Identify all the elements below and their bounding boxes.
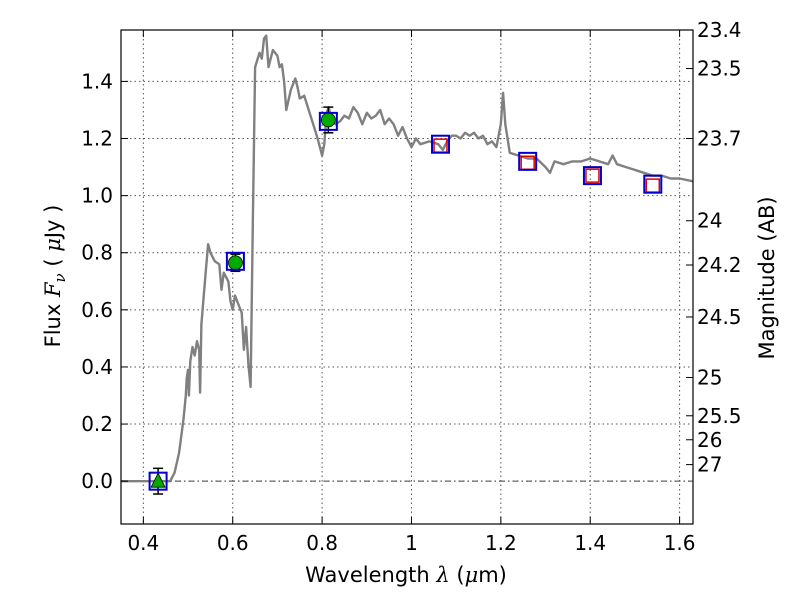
plot-frame	[120, 29, 694, 525]
observed-open-square	[585, 168, 600, 183]
x-tick-label: 0.4	[127, 531, 159, 555]
magnitude-tick-label: 24.5	[697, 305, 742, 329]
model-spectrum-line	[121, 34, 694, 483]
model-photometry-box	[518, 151, 538, 171]
magnitude-tick-label: 25	[697, 366, 722, 390]
y-axis-label: Flux Fν ( μJy )	[41, 205, 69, 348]
y-tick-label: 0.6	[81, 298, 113, 322]
x-axis-label: Wavelength λ (μm)	[305, 563, 507, 587]
model-photometry-box	[148, 471, 168, 491]
model-photometry-box	[431, 134, 451, 154]
magnitude-tick-label: 24	[697, 209, 722, 233]
model-photometry-box	[643, 174, 663, 194]
x-tick-label: 0.6	[217, 531, 249, 555]
model-photometry-box	[318, 111, 338, 131]
observed-open-square	[645, 178, 661, 193]
magnitude-tick-label: 26	[697, 428, 722, 452]
y-tick-label: 0.8	[81, 241, 113, 265]
model-photometry-box	[225, 251, 245, 271]
x-tick-label: 1.6	[664, 531, 696, 555]
detection-point	[227, 255, 243, 271]
grid-lines	[121, 30, 693, 524]
x-tick-label: 1.2	[485, 531, 517, 555]
upper-limit-point	[150, 472, 166, 488]
magnitude-tick-label: 24.2	[697, 253, 742, 277]
y-tick-label: 1.4	[81, 69, 113, 93]
spectrum-layer	[121, 34, 694, 483]
magnitude-tick-label: 25.5	[697, 404, 742, 428]
magnitude-tick-label: 23.7	[697, 127, 742, 151]
y-tick-label: 0.4	[81, 355, 113, 379]
y-tick-label: 1.0	[81, 184, 113, 208]
y-tick-label: 0.0	[81, 469, 113, 493]
magnitude-tick-label: 23.5	[697, 57, 742, 81]
y-tick-label: 0.2	[81, 412, 113, 436]
magnitude-tick-label: 23.4	[697, 18, 742, 42]
photometry-layer	[148, 106, 663, 495]
y2-axis-label: Magnitude (AB)	[755, 196, 779, 359]
tick-layer: 0.4 0.6 0.8 1 1.2 1.4 1.6 0.0 0.2 0.4 0.6 0.8 1.0 1.2…	[81, 18, 741, 555]
x-tick-label: 1	[405, 531, 418, 555]
y-tick-label: 1.2	[81, 127, 113, 151]
x-tick-label: 0.8	[306, 531, 338, 555]
model-photometry-box	[582, 166, 602, 186]
detection-point	[320, 112, 336, 128]
x-tick-label: 1.4	[574, 531, 606, 555]
magnitude-tick-label: 27	[697, 453, 722, 477]
